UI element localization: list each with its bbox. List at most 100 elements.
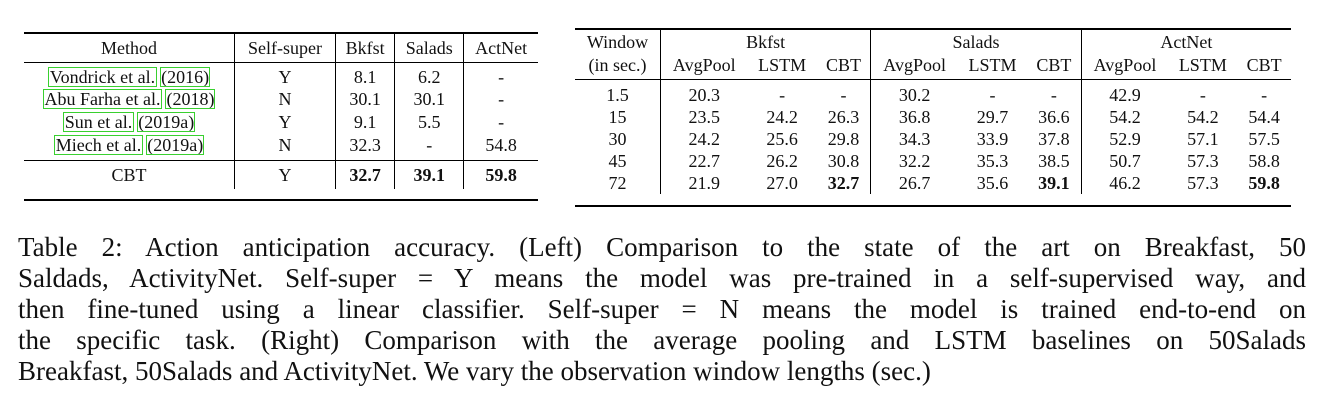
cell-actnet: - (498, 112, 505, 132)
cell-value: 30.2 (898, 85, 931, 105)
cell-value: 26.2 (766, 151, 798, 171)
right-table-bottom-rule (575, 205, 1291, 207)
right-table-group-row: Window Bkfst Salads ActNet (575, 30, 1291, 54)
header-cbt: CBT (816, 54, 872, 80)
citation-author-link[interactable]: Vondrick et al. (47, 66, 158, 87)
left-table-bottom-rule (24, 199, 538, 201)
cell-value: 42.9 (1109, 85, 1141, 105)
cell-salads: 5.5 (394, 110, 465, 134)
cell-value: 57.3 (1187, 151, 1219, 171)
caption-line: Breakfast, 50Salads and ActivityNet. We … (18, 356, 931, 386)
right-window-table: Window Bkfst Salads ActNet (in sec.) Avg… (575, 30, 1291, 194)
header-group-bkfst: Bkfst (660, 30, 872, 54)
cell-value: 32.7 (816, 172, 872, 194)
cell-actnet: - (498, 66, 505, 87)
caption-line: Table 2: Action anticipation accuracy. (… (18, 232, 1306, 262)
citation-author-link[interactable]: Miech et al. (53, 134, 144, 155)
left-table-header-row: Method Self-super Bkfst Salads ActNet (24, 34, 538, 63)
cell-actnet: - (498, 89, 505, 109)
cell-bkfst: 32.3 (335, 133, 396, 160)
right-table-top-rule (575, 28, 1291, 30)
cell-self-super: Y (234, 62, 336, 88)
cell-value: 25.6 (766, 129, 798, 149)
cell-value: 54.2 (1109, 107, 1141, 127)
cell-value: 57.1 (1187, 129, 1219, 149)
citation-author-link[interactable]: Abu Farha et al. (42, 89, 163, 109)
cell-value: 32.2 (898, 151, 931, 171)
cell-value: 29.8 (816, 128, 872, 150)
cell-value: 37.8 (1027, 128, 1082, 150)
header-window: Window (575, 30, 661, 54)
cell-bkfst: 32.7 (335, 159, 396, 189)
cell-self-super: N (234, 133, 336, 160)
cell-value: - (989, 85, 996, 105)
table-row: Abu Farha et al. (2018) N 30.1 30.1- (24, 87, 538, 111)
table-row-cbt: CBT Y 32.7 39.1 59.8 (24, 159, 538, 189)
header-self-super: Self-super (234, 34, 336, 63)
cell-value: 29.7 (976, 107, 1009, 127)
header-lstm: LSTM (1168, 54, 1238, 80)
cell-salads: 6.2 (394, 62, 465, 88)
cell-value: 38.5 (1027, 150, 1082, 172)
cell-salads: 30.1 (394, 87, 465, 111)
cell-method: Miech et al. (2019a) (24, 133, 235, 160)
caption-line: the specific task. (Right) Comparison wi… (18, 325, 1306, 355)
cell-value: 57.3 (1187, 173, 1219, 193)
header-avgpool: AvgPool (1081, 54, 1169, 80)
cell-window: 1.5 (575, 79, 661, 106)
header-actnet: ActNet (463, 34, 538, 63)
cell-value: 35.6 (976, 173, 1009, 193)
citation-year-link[interactable]: (2016) (160, 66, 211, 87)
header-group-salads: Salads (870, 30, 1082, 54)
citation-year-link[interactable]: (2019a) (137, 112, 196, 132)
cell-value: 24.2 (766, 107, 798, 127)
cell-self-super: Y (234, 159, 336, 189)
cell-value: 26.7 (898, 173, 931, 193)
header-group-actnet: ActNet (1160, 32, 1213, 52)
citation-year-link[interactable]: (2019a) (146, 134, 205, 155)
table-row: Sun et al. (2019a) Y 9.1 5.5- (24, 110, 538, 134)
cell-value: 26.3 (816, 106, 872, 128)
cell-value: - (1199, 85, 1206, 105)
header-salads: Salads (394, 34, 465, 63)
cell-value: 27.0 (766, 173, 798, 193)
cell-value: 24.2 (688, 129, 721, 149)
citation-author-link[interactable]: Sun et al. (62, 112, 135, 132)
table-row: 1.5 20.3 - - 30.2 - - 42.9 - - (575, 79, 1291, 106)
cell-value: 46.2 (1109, 173, 1141, 193)
citation-year-link[interactable]: (2018) (165, 89, 216, 109)
header-lstm: LSTM (747, 54, 817, 80)
table-row: Vondrick et al. (2016) Y 8.1 6.2- (24, 62, 538, 88)
cell-value: - (816, 79, 872, 106)
cell-value: 34.3 (898, 129, 931, 149)
cell-self-super: N (234, 87, 336, 111)
cell-method: Vondrick et al. (2016) (24, 62, 235, 88)
cell-bkfst: 9.1 (335, 110, 396, 134)
cell-value: 23.5 (688, 107, 721, 127)
cell-value: - (1027, 79, 1082, 106)
table-row: 72 21.9 27.0 32.7 26.7 35.6 39.1 46.2 57.3 59.8 (575, 172, 1291, 194)
cell-salads: 39.1 (394, 159, 465, 189)
cell-window: 72 (575, 172, 661, 194)
cell-value: 39.1 (1027, 172, 1082, 194)
header-avgpool: AvgPool (870, 54, 958, 80)
cell-value: 20.3 (688, 85, 721, 105)
cell-method: Sun et al. (2019a) (24, 110, 235, 134)
cell-value: 57.5 (1248, 129, 1280, 149)
header-lstm: LSTM (957, 54, 1027, 80)
table-caption: Table 2: Action anticipation accuracy. (… (18, 232, 1306, 387)
cell-bkfst: 8.1 (335, 62, 396, 88)
cell-salads: - (394, 133, 465, 160)
cell-actnet: 59.8 (463, 159, 538, 189)
header-bkfst: Bkfst (335, 34, 396, 63)
cell-value: - (779, 85, 786, 105)
left-comparison-table: Method Self-super Bkfst Salads ActNet Vo… (24, 34, 538, 189)
header-cbt: CBT (1027, 54, 1082, 80)
cell-value: 33.9 (976, 129, 1009, 149)
cell-value: 21.9 (688, 173, 721, 193)
cell-self-super: Y (234, 110, 336, 134)
table-row: 15 23.5 24.2 26.3 36.8 29.7 36.6 54.2 54.2 54.4 (575, 106, 1291, 128)
cell-value: 54.4 (1248, 107, 1280, 127)
cell-value: 59.8 (1248, 173, 1280, 193)
table-row: 30 24.2 25.6 29.8 34.3 33.9 37.8 52.9 57.1 57.5 (575, 128, 1291, 150)
